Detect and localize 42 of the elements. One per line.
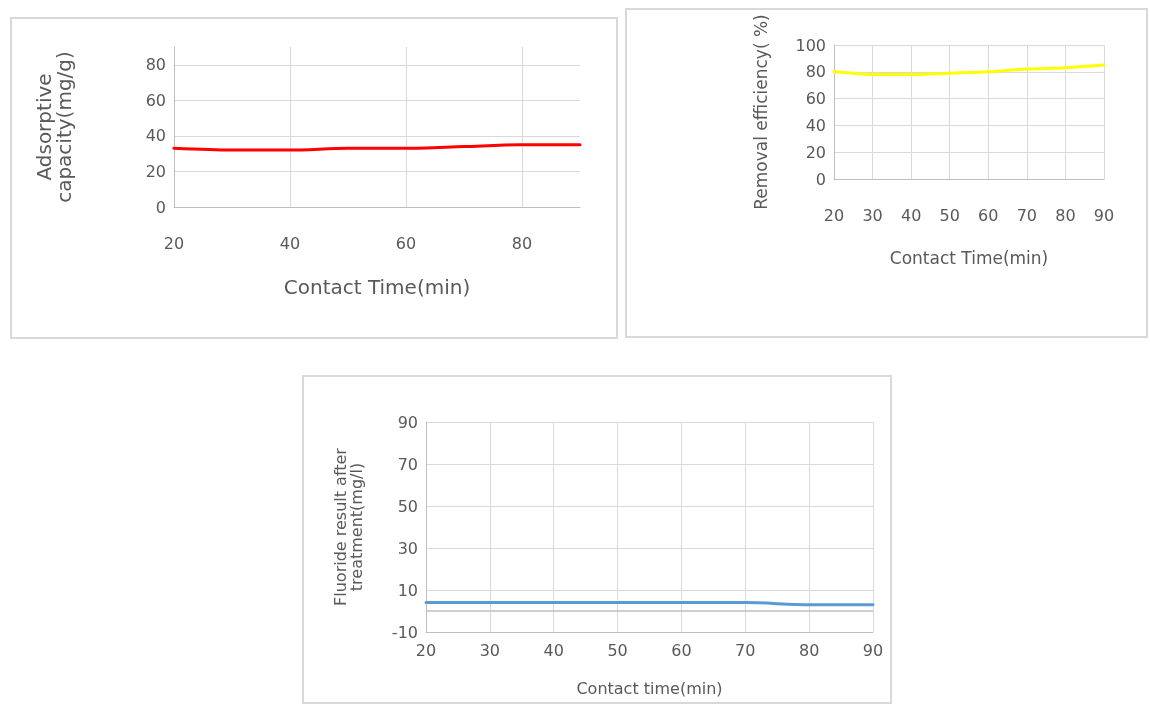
x-tick-label: 70 [735, 640, 756, 660]
x-tick-label: 70 [1016, 205, 1038, 225]
x-axis-title: Contact time(min) [576, 678, 723, 698]
y-tick-label: 90 [397, 412, 418, 432]
y-tick-label: 50 [397, 496, 418, 516]
y-tick-label: 100 [795, 35, 826, 55]
y-tick-label: 20 [145, 161, 166, 181]
x-axis-title: Contact Time(min) [889, 247, 1049, 268]
y-axis-title: Removal efficiency( %) [750, 14, 771, 210]
x-tick-label: 80 [511, 233, 533, 253]
x-tick-label: 30 [479, 640, 501, 660]
x-tick-label: 40 [900, 205, 922, 225]
y-tick-label: 10 [397, 580, 418, 600]
x-tick-label: 30 [862, 205, 883, 225]
y-tick-label: 20 [805, 142, 826, 162]
x-tick-label: 60 [671, 640, 692, 660]
y-tick-label: 0 [155, 197, 166, 217]
y-tick-label: 30 [397, 538, 418, 558]
x-tick-label: 90 [862, 640, 884, 660]
y-tick-label: 0 [815, 169, 826, 189]
x-tick-label: 20 [163, 233, 185, 253]
y-tick-label: 70 [397, 454, 418, 474]
x-tick-label: 40 [543, 640, 564, 660]
y-axis-title: Adsorptive capacity(mg/g) [32, 51, 76, 203]
x-tick-label: 20 [823, 205, 845, 225]
y-tick-label: 60 [145, 90, 166, 110]
y-axis-title: Fluoride result after treatment(mg/l) [330, 447, 366, 606]
x-axis-title: Contact Time(min) [283, 275, 471, 299]
x-tick-label: 20 [415, 640, 437, 660]
x-tick-label: 50 [939, 205, 960, 225]
y-tick-label: -10 [391, 622, 418, 642]
x-tick-label: 80 [1055, 205, 1076, 225]
y-tick-label: 40 [145, 126, 166, 146]
y-tick-label: 40 [805, 115, 826, 135]
x-tick-label: 90 [1093, 205, 1115, 225]
x-tick-label: 50 [607, 640, 628, 660]
line-series [832, 63, 1106, 76]
x-tick-label: 60 [978, 205, 999, 225]
y-tick-label: 60 [805, 89, 826, 109]
x-tick-label: 40 [279, 233, 301, 253]
y-tick-label: 80 [145, 55, 166, 75]
y-tick-label: 80 [805, 62, 826, 82]
